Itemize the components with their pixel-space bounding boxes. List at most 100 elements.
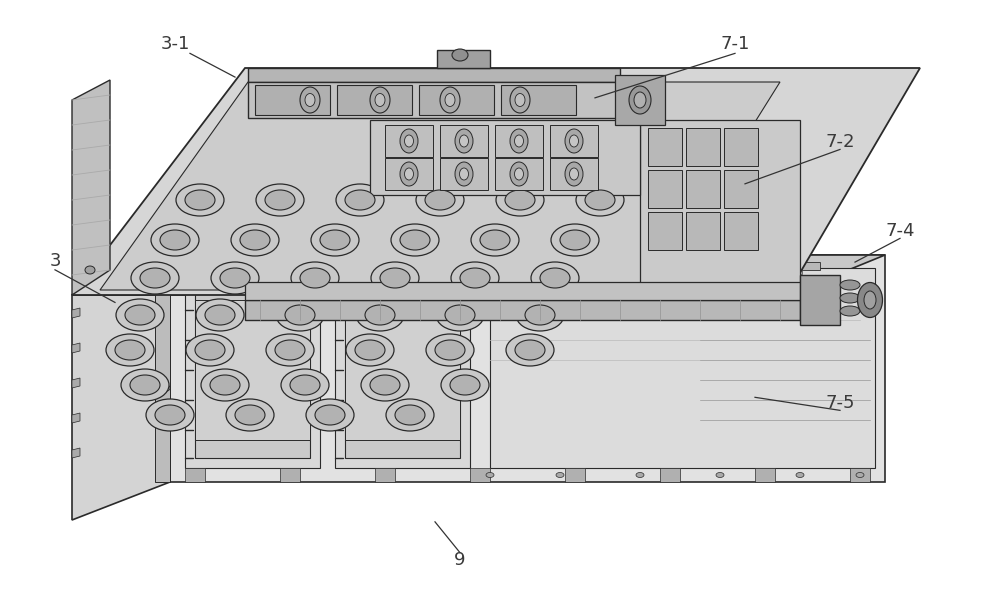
Text: 3-1: 3-1: [160, 36, 190, 53]
Polygon shape: [185, 268, 320, 468]
Ellipse shape: [585, 190, 615, 210]
Ellipse shape: [856, 473, 864, 477]
Ellipse shape: [540, 268, 570, 288]
Ellipse shape: [506, 334, 554, 366]
Ellipse shape: [451, 262, 499, 294]
Ellipse shape: [240, 230, 270, 250]
Bar: [790, 268, 802, 274]
Polygon shape: [850, 468, 870, 482]
Ellipse shape: [320, 230, 350, 250]
Polygon shape: [490, 268, 875, 468]
Ellipse shape: [840, 280, 860, 290]
Ellipse shape: [235, 405, 265, 425]
Ellipse shape: [210, 375, 240, 395]
Ellipse shape: [440, 87, 460, 113]
Ellipse shape: [370, 375, 400, 395]
Polygon shape: [185, 468, 205, 482]
Ellipse shape: [565, 162, 583, 186]
Ellipse shape: [629, 86, 651, 114]
Ellipse shape: [305, 94, 315, 107]
Ellipse shape: [570, 168, 578, 180]
Ellipse shape: [176, 184, 224, 216]
Polygon shape: [345, 278, 460, 458]
Polygon shape: [470, 468, 490, 482]
Ellipse shape: [346, 334, 394, 366]
Polygon shape: [550, 125, 598, 157]
Polygon shape: [648, 170, 682, 208]
Ellipse shape: [276, 299, 324, 331]
Bar: [505, 268, 517, 274]
Ellipse shape: [290, 375, 320, 395]
Ellipse shape: [106, 334, 154, 366]
Ellipse shape: [425, 190, 455, 210]
Ellipse shape: [140, 268, 170, 288]
Ellipse shape: [400, 129, 418, 153]
Ellipse shape: [285, 305, 315, 325]
Ellipse shape: [306, 399, 354, 431]
Polygon shape: [419, 85, 494, 115]
Ellipse shape: [195, 340, 225, 360]
Ellipse shape: [391, 224, 439, 256]
Ellipse shape: [404, 135, 414, 147]
Ellipse shape: [121, 369, 169, 401]
Polygon shape: [800, 275, 840, 325]
Ellipse shape: [864, 291, 876, 309]
Ellipse shape: [185, 190, 215, 210]
Ellipse shape: [505, 190, 535, 210]
Polygon shape: [565, 468, 585, 482]
Polygon shape: [280, 468, 300, 482]
Polygon shape: [72, 343, 80, 353]
Polygon shape: [501, 85, 576, 115]
Ellipse shape: [336, 184, 384, 216]
Polygon shape: [495, 125, 543, 157]
Polygon shape: [440, 158, 488, 190]
Ellipse shape: [570, 135, 578, 147]
Ellipse shape: [416, 184, 464, 216]
Ellipse shape: [486, 473, 494, 477]
Ellipse shape: [266, 334, 314, 366]
Ellipse shape: [226, 399, 274, 431]
Ellipse shape: [460, 135, 468, 147]
Polygon shape: [245, 300, 800, 320]
Ellipse shape: [356, 299, 404, 331]
Polygon shape: [72, 68, 920, 295]
Ellipse shape: [220, 268, 250, 288]
Ellipse shape: [400, 230, 430, 250]
Polygon shape: [686, 128, 720, 166]
Polygon shape: [195, 300, 310, 440]
Text: 3: 3: [49, 252, 61, 270]
Ellipse shape: [131, 262, 179, 294]
Polygon shape: [615, 75, 665, 125]
Ellipse shape: [858, 282, 883, 317]
Polygon shape: [640, 120, 800, 295]
Polygon shape: [72, 448, 80, 458]
Ellipse shape: [636, 473, 644, 477]
Ellipse shape: [365, 305, 395, 325]
Polygon shape: [724, 170, 758, 208]
Ellipse shape: [151, 224, 199, 256]
Ellipse shape: [146, 399, 194, 431]
Ellipse shape: [576, 184, 624, 216]
Ellipse shape: [404, 168, 414, 180]
Ellipse shape: [201, 369, 249, 401]
Ellipse shape: [516, 299, 564, 331]
Polygon shape: [72, 80, 110, 295]
Ellipse shape: [460, 168, 468, 180]
Ellipse shape: [355, 340, 385, 360]
Ellipse shape: [291, 262, 339, 294]
Ellipse shape: [196, 299, 244, 331]
Ellipse shape: [395, 405, 425, 425]
Polygon shape: [370, 120, 640, 195]
Ellipse shape: [515, 340, 545, 360]
Bar: [630, 268, 642, 274]
Polygon shape: [345, 300, 460, 440]
Ellipse shape: [496, 184, 544, 216]
Ellipse shape: [455, 162, 473, 186]
Ellipse shape: [436, 299, 484, 331]
Ellipse shape: [716, 473, 724, 477]
Ellipse shape: [510, 87, 530, 113]
Bar: [590, 268, 602, 274]
Polygon shape: [248, 68, 620, 82]
Polygon shape: [375, 468, 395, 482]
Polygon shape: [495, 158, 543, 190]
